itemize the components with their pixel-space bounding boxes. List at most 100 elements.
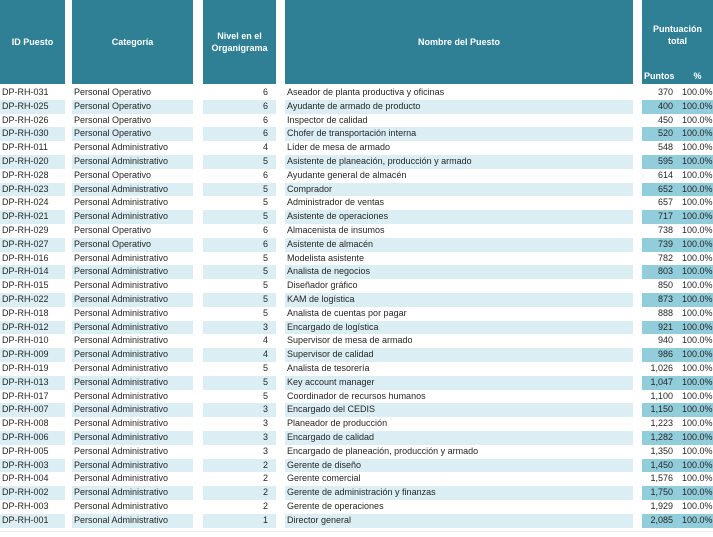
cell-nombre[interactable]: Director general: [285, 513, 633, 528]
cell-categoria[interactable]: Personal Operativo: [72, 127, 193, 142]
cell-categoria[interactable]: Personal Administrativo: [72, 513, 193, 528]
cell-puntos[interactable]: 2,085: [642, 513, 682, 528]
cell-puntos[interactable]: 1,576: [650, 473, 673, 484]
cell-puntos[interactable]: 873: [642, 292, 682, 307]
cell-categoria[interactable]: Personal Administrativo: [72, 375, 193, 390]
cell-id-puesto[interactable]: DP-RH-007: [0, 403, 65, 418]
cell-nivel[interactable]: 3: [262, 445, 268, 456]
cell-nombre[interactable]: Coordinador de recursos humanos: [287, 390, 426, 401]
cell-nivel[interactable]: 6: [262, 169, 268, 180]
cell-nombre[interactable]: Encargado de planeación, producción y ar…: [287, 445, 479, 456]
cell-id-puesto[interactable]: DP-RH-029: [2, 224, 49, 235]
cell-puntos[interactable]: 850: [657, 280, 673, 291]
cell-percent[interactable]: 100.0%: [682, 375, 713, 390]
cell-id-puesto[interactable]: DP-RH-016: [2, 252, 49, 263]
cell-id-puesto[interactable]: DP-RH-011: [2, 142, 48, 153]
cell-categoria[interactable]: Personal Administrativo: [72, 403, 193, 418]
cell-categoria[interactable]: Personal Administrativo: [74, 473, 169, 484]
cell-nivel[interactable]: 4: [203, 348, 276, 362]
cell-nivel[interactable]: 6: [262, 224, 268, 235]
cell-percent[interactable]: 100.0%: [682, 224, 713, 235]
cell-id-puesto[interactable]: DP-RH-022: [0, 292, 65, 307]
cell-nombre[interactable]: Asistente de operaciones: [285, 210, 633, 224]
cell-percent[interactable]: 100.0%: [682, 335, 713, 346]
cell-percent[interactable]: 100.0%: [682, 210, 713, 224]
cell-categoria[interactable]: Personal Administrativo: [72, 292, 193, 307]
cell-nombre[interactable]: Key account manager: [285, 375, 633, 390]
cell-nivel[interactable]: 3: [203, 430, 276, 445]
header-nivel-organigrama[interactable]: Nivel en el Organigrama: [203, 0, 276, 84]
cell-percent[interactable]: 100.0%: [682, 169, 713, 180]
cell-nivel[interactable]: 5: [262, 197, 268, 208]
cell-percent[interactable]: 100.0%: [682, 403, 713, 418]
cell-categoria[interactable]: Personal Administrativo: [72, 458, 193, 473]
cell-puntos[interactable]: 803: [642, 265, 682, 280]
cell-puntos[interactable]: 548: [657, 142, 673, 153]
cell-id-puesto[interactable]: DP-RH-005: [2, 445, 49, 456]
cell-categoria[interactable]: Personal Administrativo: [74, 252, 169, 263]
cell-nombre[interactable]: Diseñador gráfico: [287, 280, 358, 291]
cell-id-puesto[interactable]: DP-RH-010: [2, 335, 49, 346]
cell-puntos[interactable]: 400: [642, 99, 682, 114]
cell-nivel[interactable]: 3: [203, 403, 276, 418]
cell-nombre[interactable]: Supervisor de mesa de armado: [287, 335, 413, 346]
cell-percent[interactable]: 100.0%: [682, 362, 713, 373]
cell-categoria[interactable]: Personal Operativo: [74, 224, 152, 235]
cell-nivel[interactable]: 2: [203, 458, 276, 473]
cell-percent[interactable]: 100.0%: [682, 292, 713, 307]
cell-nombre[interactable]: KAM de logística: [285, 292, 633, 307]
cell-id-puesto[interactable]: DP-RH-001: [0, 513, 65, 528]
cell-nivel[interactable]: 6: [203, 127, 276, 142]
cell-categoria[interactable]: Personal Operativo: [74, 169, 152, 180]
cell-nivel[interactable]: 5: [203, 375, 276, 390]
cell-nivel[interactable]: 2: [262, 473, 268, 484]
cell-id-puesto[interactable]: DP-RH-028: [2, 169, 49, 180]
cell-nombre[interactable]: Ayudante general de almacén: [287, 169, 407, 180]
cell-nombre[interactable]: Encargado del CEDIS: [285, 403, 633, 418]
cell-percent[interactable]: 100.0%: [682, 252, 713, 263]
cell-nivel[interactable]: 6: [262, 114, 268, 125]
cell-nombre[interactable]: Encargado de logística: [285, 320, 633, 335]
cell-percent[interactable]: 100.0%: [682, 458, 713, 473]
cell-percent[interactable]: 100.0%: [682, 127, 713, 142]
cell-puntos[interactable]: 1,282: [642, 430, 682, 445]
cell-id-puesto[interactable]: DP-RH-018: [2, 307, 49, 318]
cell-percent[interactable]: 100.0%: [682, 473, 713, 484]
cell-nivel[interactable]: 1: [203, 513, 276, 528]
cell-nombre[interactable]: Gerente de diseño: [285, 458, 633, 473]
cell-puntos[interactable]: 738: [657, 224, 673, 235]
cell-id-puesto[interactable]: DP-RH-017: [2, 390, 49, 401]
cell-id-puesto[interactable]: DP-RH-024: [2, 197, 49, 208]
cell-puntos[interactable]: 370: [657, 87, 673, 97]
cell-nombre[interactable]: Chofer de transportación interna: [285, 127, 633, 142]
cell-percent[interactable]: 100.0%: [682, 99, 713, 114]
cell-id-puesto[interactable]: DP-RH-020: [0, 154, 65, 169]
cell-nivel[interactable]: 2: [203, 486, 276, 500]
cell-categoria[interactable]: Personal Administrativo: [74, 280, 169, 291]
cell-nivel[interactable]: 3: [262, 418, 268, 429]
cell-puntos[interactable]: 652: [642, 182, 682, 197]
cell-nivel[interactable]: 6: [203, 99, 276, 114]
cell-puntos[interactable]: 717: [642, 210, 682, 224]
cell-id-puesto[interactable]: DP-RH-030: [0, 127, 65, 142]
cell-puntos[interactable]: 1,026: [650, 362, 673, 373]
cell-puntos[interactable]: 986: [642, 348, 682, 362]
cell-nivel[interactable]: 5: [262, 390, 268, 401]
cell-id-puesto[interactable]: DP-RH-009: [0, 348, 65, 362]
header-puntos[interactable]: Puntos: [644, 71, 675, 81]
cell-puntos[interactable]: 1,750: [642, 486, 682, 500]
cell-nombre[interactable]: Encargado de calidad: [285, 430, 633, 445]
header-puntuacion-total[interactable]: Puntuación total Puntos %: [642, 0, 713, 84]
cell-categoria[interactable]: Personal Operativo: [74, 87, 152, 97]
cell-categoria[interactable]: Personal Administrativo: [72, 430, 193, 445]
cell-puntos[interactable]: 1,929: [650, 500, 673, 511]
cell-id-puesto[interactable]: DP-RH-019: [2, 362, 49, 373]
header-categoria[interactable]: Categoría: [72, 0, 193, 84]
cell-nivel[interactable]: 4: [262, 335, 268, 346]
cell-puntos[interactable]: 657: [657, 197, 673, 208]
cell-nivel[interactable]: 5: [203, 182, 276, 197]
cell-puntos[interactable]: 595: [642, 154, 682, 169]
cell-categoria[interactable]: Personal Administrativo: [74, 362, 169, 373]
cell-id-puesto[interactable]: DP-RH-013: [0, 375, 65, 390]
cell-nombre[interactable]: Gerente comercial: [287, 473, 361, 484]
